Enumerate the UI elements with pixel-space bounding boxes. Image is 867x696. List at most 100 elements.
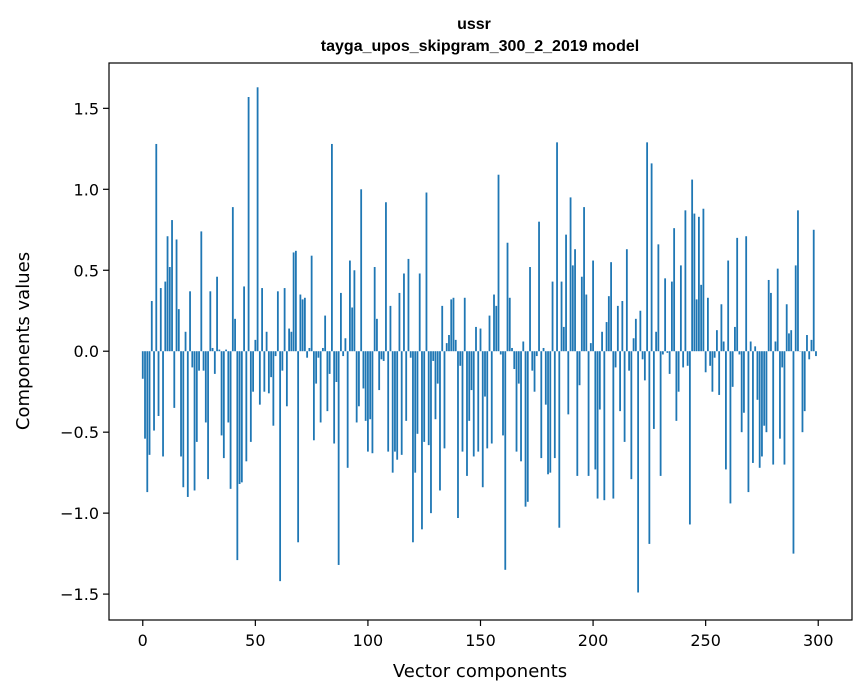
bar-62 (281, 351, 284, 371)
bar-49 (252, 351, 254, 392)
bar-121 (414, 351, 417, 473)
bar-228 (655, 331, 658, 352)
bar-261 (729, 351, 732, 504)
bar-36 (222, 351, 225, 459)
bar-295 (806, 335, 808, 352)
y-tick-label: −1.5 (60, 585, 99, 604)
bar-5 (153, 351, 155, 431)
bar-140 (457, 351, 459, 518)
x-axis-ticks: 0 50 100 150 200 250 300 (138, 620, 834, 650)
bar-80 (321, 347, 324, 352)
bar-67 (292, 252, 295, 352)
bar-263 (734, 326, 736, 352)
bar-100 (367, 351, 369, 452)
bar-88 (340, 292, 342, 352)
bar-257 (720, 304, 723, 352)
bar-208 (610, 262, 612, 352)
bar-299 (815, 351, 817, 357)
bar-39 (229, 351, 232, 489)
x-tick-label: 200 (578, 631, 609, 650)
bar-15 (175, 239, 178, 352)
bar-21 (189, 291, 191, 352)
bar-44 (240, 351, 243, 483)
bar-32 (213, 351, 216, 374)
bar-247 (698, 216, 700, 352)
bar-141 (459, 351, 462, 366)
bar-75 (310, 255, 313, 352)
bar-143 (463, 297, 466, 352)
bar-110 (389, 305, 392, 352)
bar-262 (731, 351, 734, 387)
bar-6 (155, 143, 158, 352)
bar-151 (481, 351, 484, 488)
bar-278 (767, 279, 770, 352)
bar-27 (202, 351, 205, 371)
bar-251 (707, 297, 709, 352)
bar-217 (630, 351, 633, 480)
bar-69 (297, 351, 300, 543)
bar-168 (520, 351, 522, 462)
bar-297 (810, 339, 813, 352)
bar-160 (502, 351, 504, 436)
bar-164 (511, 347, 513, 352)
x-tick-label: 50 (245, 631, 265, 650)
bar-82 (326, 351, 329, 412)
y-tick-label: 1.0 (74, 180, 99, 199)
bar-98 (362, 351, 365, 389)
bar-191 (571, 265, 574, 352)
bar-137 (450, 299, 453, 352)
bar-183 (553, 351, 556, 459)
bar-243 (688, 351, 691, 525)
bar-138 (452, 297, 455, 352)
bar-173 (531, 351, 534, 371)
bar-265 (738, 351, 741, 355)
bar-273 (756, 351, 759, 400)
bar-34 (218, 349, 221, 352)
bar-169 (522, 341, 525, 352)
bar-229 (657, 244, 660, 352)
bar-248 (700, 284, 703, 352)
bar-172 (529, 267, 531, 352)
chart-title-line1: ussr (457, 16, 491, 33)
bar-192 (574, 249, 576, 352)
bar-123 (418, 273, 421, 352)
bar-234 (668, 351, 671, 374)
bar-53 (261, 288, 263, 352)
bar-85 (333, 351, 336, 444)
bar-155 (490, 351, 493, 444)
bar-28 (204, 351, 207, 423)
bar-161 (504, 351, 507, 570)
x-tick-label: 150 (465, 631, 496, 650)
bar-86 (335, 351, 338, 382)
bar-237 (675, 351, 678, 421)
bar-63 (283, 288, 286, 352)
bar-188 (565, 234, 567, 352)
bar-272 (754, 346, 757, 352)
x-tick-label: 0 (138, 631, 148, 650)
bar-222 (641, 351, 644, 360)
bar-246 (695, 299, 698, 352)
bar-51 (256, 87, 259, 352)
bar-25 (198, 351, 200, 371)
bar-117 (405, 351, 408, 421)
bar-72 (303, 297, 306, 352)
bar-212 (619, 351, 621, 412)
bar-284 (781, 351, 784, 368)
bar-99 (364, 351, 367, 421)
bar-182 (551, 281, 554, 352)
bar-41 (234, 318, 236, 352)
bar-77 (315, 351, 318, 384)
bar-210 (614, 351, 617, 368)
bar-211 (616, 305, 619, 352)
bar-142 (461, 351, 464, 452)
bar-197 (585, 294, 588, 352)
bar-134 (443, 351, 446, 449)
bar-288 (790, 330, 793, 352)
bar-42 (236, 351, 239, 561)
bar-146 (470, 351, 473, 391)
bar-255 (716, 330, 718, 352)
bar-147 (472, 351, 475, 457)
bar-250 (704, 351, 707, 373)
bar-70 (299, 294, 302, 352)
bar-233 (666, 351, 669, 353)
